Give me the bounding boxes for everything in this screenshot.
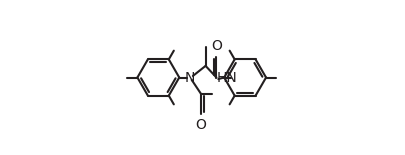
Text: HN: HN	[217, 71, 238, 84]
Text: O: O	[196, 118, 207, 132]
Text: O: O	[211, 39, 222, 53]
Text: N: N	[185, 71, 195, 84]
